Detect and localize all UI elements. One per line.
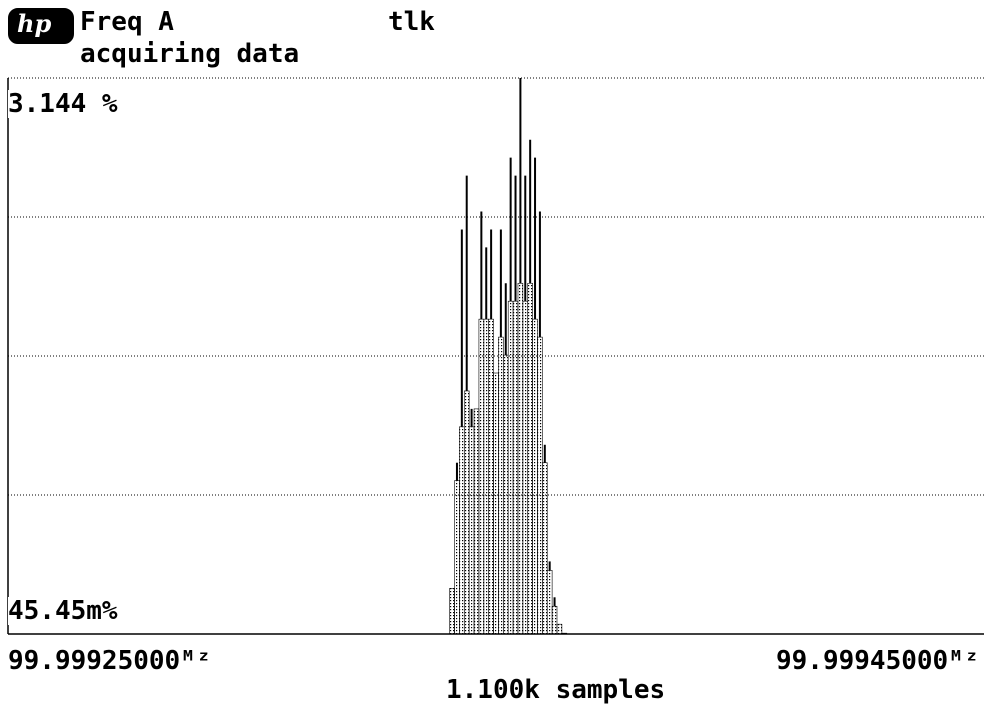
histogram-bar — [551, 605, 558, 635]
status-indicator: tlk — [388, 7, 435, 37]
histogram-bar — [546, 570, 553, 635]
histogram-bar — [449, 588, 455, 635]
histogram-bar — [561, 632, 568, 635]
histogram-bar — [512, 300, 519, 635]
histogram-bar — [459, 426, 465, 635]
histogram-bar — [468, 426, 475, 635]
histogram-bar — [503, 354, 509, 635]
histogram-bar — [522, 300, 529, 635]
histogram-bar — [517, 282, 524, 635]
histogram-bar — [473, 408, 480, 635]
histogram-bar — [527, 282, 533, 635]
histogram-bar — [488, 318, 494, 635]
y-axis-min-label: 45.45m% — [8, 596, 118, 626]
histogram-bar — [498, 336, 504, 635]
histogram-bar — [556, 623, 563, 635]
sample-count-label: 1.100k samples — [446, 675, 666, 705]
histogram-bar — [507, 300, 514, 635]
histogram-bar — [493, 372, 499, 635]
x-axis-end-label: 99.99945000ᴹᶻ — [776, 646, 980, 676]
y-axis-max-label: 3.144 % — [8, 89, 118, 119]
histogram-bar — [537, 336, 543, 635]
histogram-bar — [478, 318, 485, 635]
histogram-bar — [532, 318, 538, 635]
hp-logo-icon: hp — [8, 8, 74, 44]
histogram-bar — [463, 390, 470, 635]
status-message: acquiring data — [80, 39, 300, 69]
measurement-title: Freq A — [80, 7, 174, 37]
histogram-bar — [542, 462, 548, 635]
histogram-bar — [483, 318, 489, 635]
hp-logo-text: hp — [17, 9, 52, 38]
x-axis-start-label: 99.99925000ᴹᶻ — [8, 646, 212, 676]
histogram-bar — [454, 480, 460, 635]
